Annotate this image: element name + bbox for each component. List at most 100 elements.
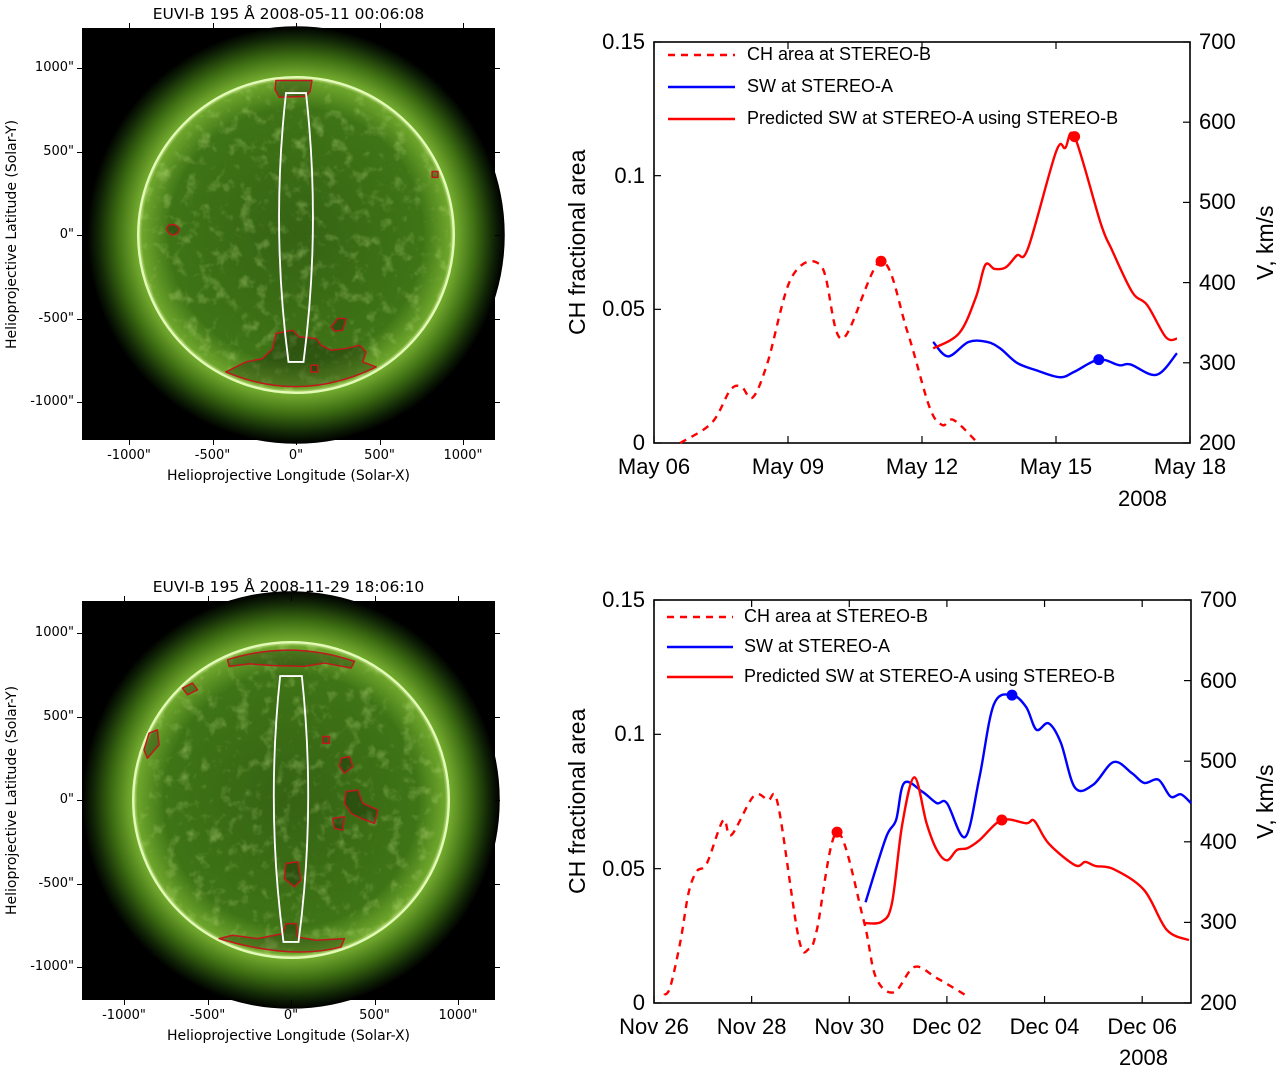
y-tick-label: 500": [43, 143, 74, 159]
y-tick-label: 0.05: [602, 855, 645, 881]
y-right-tick-label: 700: [1200, 587, 1237, 612]
y-tick-label: 0.05: [602, 296, 645, 322]
y-tick-mark: [495, 800, 500, 801]
y-right-axis-label: V, km/s: [1252, 764, 1278, 839]
coronal-hole-contour: [431, 170, 439, 179]
coronal-hole-contour: [331, 815, 346, 831]
x-tick-mark: [129, 440, 130, 445]
x-tick-mark: [291, 1000, 292, 1005]
series-line-sw-predicted: [865, 776, 1190, 942]
y-tick-mark: [77, 633, 82, 634]
footpoint-slit: [272, 675, 310, 943]
y-axis-label: CH fractional area: [564, 708, 590, 894]
y-tick-label: 0.1: [614, 162, 645, 188]
coronal-hole-contour: [181, 682, 199, 696]
x-tick-label: Dec 04: [1009, 1014, 1080, 1039]
coronal-hole-contour: [143, 729, 160, 760]
x-tick-label: Nov 30: [814, 1014, 885, 1039]
y-tick-mark: [495, 883, 500, 885]
series-line-ch-area: [679, 260, 979, 445]
y-tick-mark: [77, 235, 82, 236]
x-tick-label: May 18: [1153, 454, 1227, 479]
coronal-hole-contour: [330, 317, 347, 332]
x-tick-label: May 09: [751, 454, 825, 479]
y-right-tick-label: 600: [1200, 667, 1237, 693]
peak-marker: [1006, 689, 1018, 701]
x-tick-label: -500": [189, 1008, 226, 1023]
y-right-tick-label: 500: [1200, 748, 1237, 774]
x-tick-label: 0": [288, 448, 304, 463]
y-tick-label: 1000": [34, 60, 74, 75]
series-line-sw-observed: [932, 339, 1178, 379]
x-tick-mark: [212, 440, 214, 445]
x-tick-mark: [124, 1000, 125, 1005]
y-right-tick-label: 400: [1199, 269, 1236, 295]
y-tick-label: 500": [43, 708, 74, 724]
y-tick-label: 0": [59, 792, 74, 807]
x-tick-mark: [463, 23, 464, 28]
coronal-hole-contour: [225, 329, 377, 388]
x-tick-label: 500": [364, 448, 395, 463]
x-tick-label: Nov 28: [716, 1014, 787, 1039]
x-tick-label: -500": [194, 448, 231, 463]
x-tick-label: 1000": [443, 448, 483, 463]
coronal-hole-contour: [321, 735, 331, 744]
coronal-hole-contour: [218, 922, 346, 953]
euvi-solar-image: [82, 591, 500, 1009]
coronal-hole-contours: [143, 649, 379, 953]
x-tick-mark: [374, 1000, 376, 1005]
year-label: 2008: [1118, 486, 1167, 511]
series-line-ch-area: [663, 792, 966, 996]
x-tick-label: May 15: [1019, 454, 1093, 479]
x-tick-mark: [458, 596, 459, 601]
series-line-sw-predicted: [932, 131, 1178, 350]
y-right-tick-label: 200: [1200, 990, 1237, 1015]
x-tick-label: -1000": [102, 1008, 146, 1023]
x-axis-label: Helioprojective Longitude (Solar-X): [166, 1028, 411, 1044]
x-tick-mark: [129, 23, 130, 28]
y-tick-mark: [77, 318, 82, 320]
x-tick-mark: [374, 596, 376, 601]
x-tick-mark: [212, 23, 214, 28]
y-tick-label: 0: [632, 430, 645, 455]
x-tick-label: 500": [359, 1008, 390, 1023]
solar-image-title: EUVI-B 195 Å 2008-05-11 00:06:08: [152, 5, 425, 23]
y-right-tick-label: 700: [1199, 29, 1236, 54]
coronal-hole-contour: [165, 223, 180, 236]
x-tick-label: Dec 06: [1107, 1014, 1178, 1039]
y-tick-label: 0.15: [602, 29, 645, 54]
peak-marker: [831, 826, 843, 838]
legend-entry: CH area at STEREO-B: [747, 44, 932, 64]
series-line-sw-observed: [864, 693, 1192, 903]
x-tick-label: May 06: [617, 454, 691, 479]
x-tick-mark: [124, 596, 125, 601]
x-tick-mark: [463, 440, 464, 445]
y-tick-label: -1000": [30, 394, 74, 409]
year-label: 2008: [1119, 1045, 1168, 1070]
x-tick-label: May 12: [885, 454, 959, 479]
x-tick-label: 1000": [438, 1008, 478, 1023]
y-tick-label: -500": [38, 310, 74, 326]
x-tick-mark: [207, 596, 209, 601]
solar-image-title: EUVI-B 195 Å 2008-11-29 18:06:10: [152, 578, 425, 596]
y-tick-label: 0": [59, 227, 74, 242]
y-right-tick-label: 200: [1199, 430, 1236, 455]
y-tick-mark: [495, 402, 500, 403]
y-tick-mark: [495, 716, 500, 718]
coronal-hole-contour: [226, 649, 356, 669]
legend-entry: SW at STEREO-A: [744, 636, 891, 656]
peak-marker: [1093, 354, 1105, 366]
peak-marker: [1069, 131, 1081, 143]
legend-entry: SW at STEREO-A: [747, 76, 894, 96]
x-tick-label: -1000": [107, 448, 151, 463]
y-right-tick-label: 300: [1200, 909, 1237, 935]
x-tick-mark: [207, 1000, 209, 1005]
y-tick-mark: [77, 800, 82, 801]
y-tick-label: -1000": [30, 959, 74, 974]
y-tick-mark: [77, 68, 82, 69]
y-tick-label: 1000": [34, 625, 74, 640]
legend-entry: Predicted SW at STEREO-A using STEREO-B: [747, 108, 1119, 128]
y-tick-mark: [495, 235, 500, 236]
y-tick-mark: [77, 967, 82, 968]
